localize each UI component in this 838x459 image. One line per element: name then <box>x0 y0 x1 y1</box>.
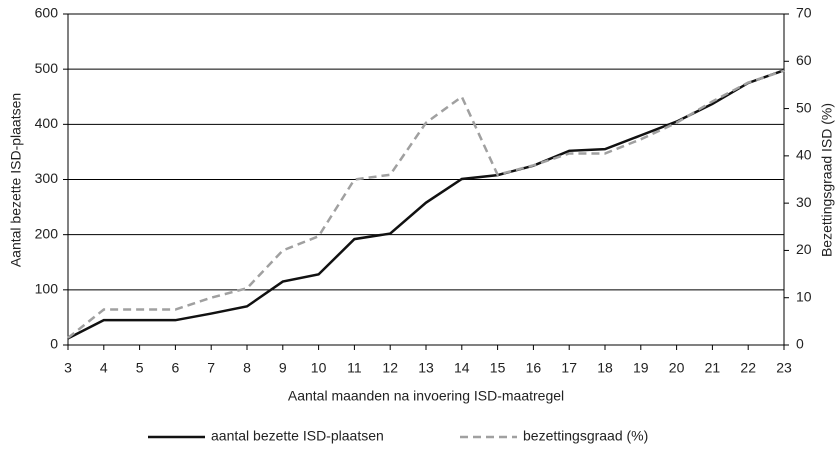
x-tick-label: 12 <box>382 360 398 376</box>
x-tick-label: 14 <box>454 360 470 376</box>
x-tick-label: 22 <box>740 360 756 376</box>
series-line <box>67 69 785 340</box>
x-tick-label: 23 <box>776 360 792 376</box>
y2-tick-label: 0 <box>796 336 804 352</box>
x-axis-label: Aantal maanden na invoering ISD-maatrege… <box>288 388 564 404</box>
y-tick-label: 300 <box>35 170 59 186</box>
y2-tick-label: 40 <box>796 147 812 163</box>
y2-tick-label: 50 <box>796 99 812 115</box>
x-tick-label: 13 <box>418 360 434 376</box>
x-tick-label: 15 <box>490 360 506 376</box>
x-tick-label: 7 <box>207 360 215 376</box>
x-tick-label: 20 <box>669 360 685 376</box>
y-tick-label: 600 <box>35 5 59 21</box>
x-tick-label: 5 <box>136 360 144 376</box>
y2-axis-label: Bezettingsgraad ISD (%) <box>819 103 835 257</box>
y-tick-label: 100 <box>35 281 59 297</box>
x-tick-label: 8 <box>243 360 251 376</box>
y-axis-label: Aantal bezette ISD-plaatsen <box>8 93 24 267</box>
x-tick-label: 11 <box>347 360 362 376</box>
y2-tick-label: 30 <box>796 194 812 210</box>
y-tick-label: 200 <box>35 225 59 241</box>
x-tick-label: 21 <box>705 360 721 376</box>
legend-label: bezettingsgraad (%) <box>523 428 648 444</box>
x-tick-label: 4 <box>100 360 108 376</box>
x-tick-label: 16 <box>526 360 542 376</box>
x-tick-label: 3 <box>64 360 72 376</box>
series-line <box>67 69 785 339</box>
y2-tick-label: 10 <box>796 288 812 304</box>
y2-tick-label: 20 <box>796 241 812 257</box>
x-tick-label: 10 <box>311 360 327 376</box>
y2-tick-label: 60 <box>796 52 812 68</box>
x-tick-label: 6 <box>172 360 180 376</box>
x-tick-label: 9 <box>279 360 287 376</box>
x-tick-label: 18 <box>597 360 613 376</box>
y-tick-label: 400 <box>35 115 59 131</box>
y-tick-label: 0 <box>50 336 58 352</box>
x-tick-label: 19 <box>633 360 649 376</box>
legend-label: aantal bezette ISD-plaatsen <box>211 428 384 444</box>
y-tick-label: 500 <box>35 60 59 76</box>
y2-tick-label: 70 <box>796 5 812 21</box>
x-tick-label: 17 <box>561 360 577 376</box>
